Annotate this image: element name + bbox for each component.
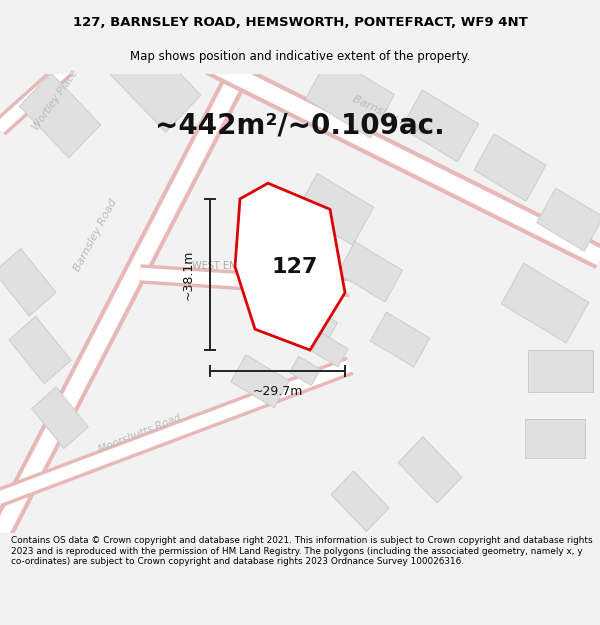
- Polygon shape: [312, 333, 348, 367]
- Polygon shape: [501, 263, 589, 343]
- Polygon shape: [527, 350, 593, 392]
- Polygon shape: [235, 183, 345, 350]
- Text: ~38.1m: ~38.1m: [182, 249, 194, 299]
- Text: Barnsley Road: Barnsley Road: [71, 198, 118, 273]
- Polygon shape: [296, 173, 374, 245]
- Polygon shape: [0, 249, 56, 316]
- Polygon shape: [19, 73, 101, 158]
- Polygon shape: [337, 242, 403, 302]
- Polygon shape: [331, 471, 389, 531]
- Text: Wortley Place: Wortley Place: [31, 68, 80, 132]
- Polygon shape: [272, 294, 338, 354]
- Polygon shape: [231, 355, 289, 408]
- Text: WEST END: WEST END: [192, 261, 244, 271]
- Text: Moorshutts Road: Moorshutts Road: [97, 412, 183, 454]
- Text: 127: 127: [272, 257, 318, 277]
- Polygon shape: [398, 437, 462, 503]
- Polygon shape: [525, 419, 585, 459]
- Polygon shape: [305, 56, 394, 138]
- Text: ~29.7m: ~29.7m: [253, 385, 302, 398]
- Text: Map shows position and indicative extent of the property.: Map shows position and indicative extent…: [130, 50, 470, 63]
- Polygon shape: [290, 356, 320, 386]
- Polygon shape: [474, 134, 546, 201]
- Polygon shape: [32, 387, 88, 449]
- Text: Contains OS data © Crown copyright and database right 2021. This information is : Contains OS data © Crown copyright and d…: [11, 536, 592, 566]
- Polygon shape: [244, 217, 316, 285]
- Polygon shape: [109, 36, 201, 132]
- Text: ~442m²/~0.109ac.: ~442m²/~0.109ac.: [155, 112, 445, 140]
- Polygon shape: [401, 90, 479, 162]
- Polygon shape: [536, 188, 600, 251]
- Polygon shape: [9, 316, 71, 384]
- Polygon shape: [370, 312, 430, 367]
- Text: 127, BARNSLEY ROAD, HEMSWORTH, PONTEFRACT, WF9 4NT: 127, BARNSLEY ROAD, HEMSWORTH, PONTEFRAC…: [73, 16, 527, 29]
- Text: Barnsley Road: Barnsley Road: [352, 94, 428, 137]
